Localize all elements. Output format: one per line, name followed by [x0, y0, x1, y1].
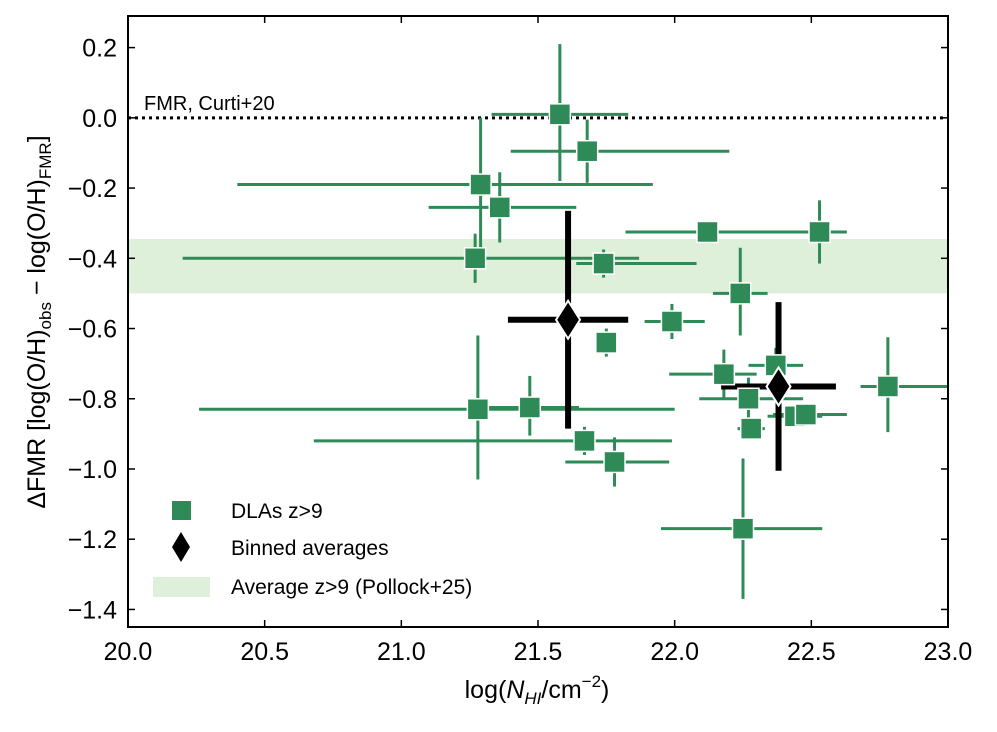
x-axis-title-unit-exp: −2 — [582, 672, 601, 691]
y-axis-title-mid: − log(O/H) — [23, 179, 51, 302]
x-tick-label: 20.0 — [104, 638, 153, 666]
axis-ticks: 20.0 20.5 21.0 21.5 22.0 22.5 23.0 0.2 0.0 −0.2 −0… — [68, 16, 973, 666]
y-axis-title-sub-fmr: FMR — [36, 142, 55, 179]
dla-square-marker — [737, 387, 760, 411]
y-axis-title: ΔFMR [log(O/H)obs − log(O/H)FMR] — [23, 135, 55, 508]
dla-square-marker — [876, 375, 900, 398]
legend-label-pollock: Average z>9 (Pollock+25) — [231, 576, 472, 599]
x-tick-label: 22.0 — [650, 638, 699, 666]
y-tick-label: 0.0 — [82, 105, 117, 133]
x-axis-title-unit: /cm — [541, 676, 581, 704]
y-tick-label: −1.4 — [68, 596, 117, 624]
legend: DLAs z>9 Binned averages Average z>9 (Po… — [153, 500, 472, 599]
dla-square-marker — [731, 517, 755, 540]
legend-square-marker — [172, 501, 191, 520]
dla-square-marker — [808, 220, 831, 244]
y-tick-label: −0.8 — [68, 386, 117, 414]
y-tick-label: 0.2 — [82, 35, 117, 63]
dla-square-marker — [488, 196, 511, 219]
binned-average-diamond — [765, 365, 792, 408]
y-tick-label: −1.0 — [68, 456, 117, 484]
y-axis-title-suffix: ] — [23, 135, 51, 142]
dla-square-marker — [729, 282, 752, 305]
dla-square-marker — [573, 429, 596, 453]
legend-label-binned: Binned averages — [231, 537, 389, 560]
x-axis-title: log(NHI/cm−2) — [465, 672, 610, 708]
dla-square-marker — [603, 450, 626, 474]
dla-square-marker — [575, 139, 599, 163]
x-tick-label: 20.5 — [240, 638, 289, 666]
y-tick-label: −0.4 — [68, 245, 117, 273]
fmr-reference-label: FMR, Curti+20 — [144, 93, 275, 115]
binned-average-diamond — [554, 298, 582, 341]
x-axis-title-base: log( — [465, 676, 507, 704]
x-axis-title-close: ) — [601, 676, 609, 704]
dla-square-marker — [712, 362, 736, 386]
legend-band-swatch — [153, 577, 210, 597]
dla-square-marker — [466, 398, 490, 421]
data-markers — [463, 103, 900, 540]
legend-diamond-marker — [172, 532, 190, 562]
x-tick-label: 21.5 — [514, 638, 563, 666]
dla-square-marker — [548, 103, 572, 126]
y-axis-title-sub-obs: obs — [36, 302, 55, 329]
x-tick-label: 22.5 — [787, 638, 836, 666]
dla-square-marker — [696, 220, 719, 244]
x-axis-title-symbol-sub: HI — [524, 689, 541, 708]
dla-square-marker — [592, 252, 615, 275]
dla-square-marker — [739, 417, 763, 440]
y-tick-label: −0.6 — [68, 316, 117, 344]
dla-square-marker — [469, 173, 492, 196]
dla-square-marker — [463, 247, 487, 270]
y-tick-label: −1.2 — [68, 526, 117, 554]
legend-label-dlas: DLAs z>9 — [231, 500, 323, 523]
y-tick-label: −0.2 — [68, 175, 117, 203]
dla-square-marker — [518, 396, 542, 419]
y-axis-title-prefix: ΔFMR [log(O/H) — [23, 329, 51, 508]
x-tick-label: 21.0 — [377, 638, 426, 666]
dla-square-marker — [595, 331, 618, 354]
plot-frame — [127, 15, 949, 628]
x-tick-label: 23.0 — [924, 638, 973, 666]
dla-square-marker — [794, 403, 818, 426]
pollock-average-band — [128, 238, 948, 294]
dla-square-marker — [660, 310, 684, 333]
x-axis-title-symbol: N — [506, 676, 525, 704]
